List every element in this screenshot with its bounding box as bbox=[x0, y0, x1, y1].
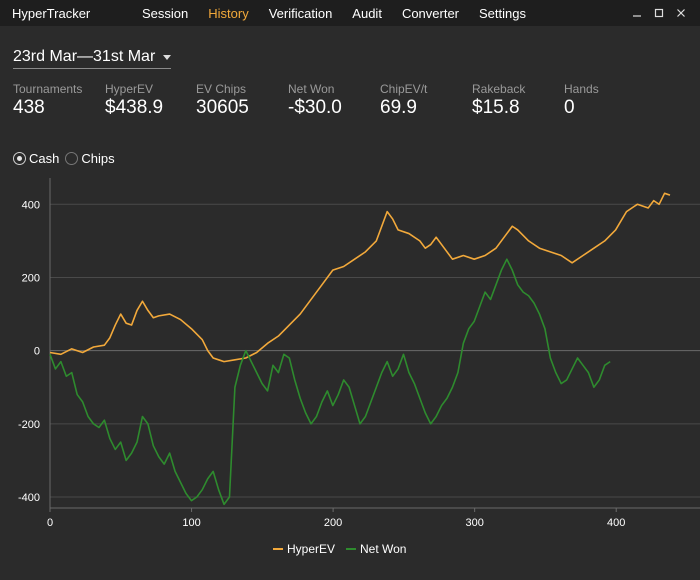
radio-cash[interactable]: Cash bbox=[13, 151, 59, 166]
stat-label: EV Chips bbox=[196, 82, 247, 96]
stat-ev-chips: EV Chips 30605 bbox=[196, 82, 249, 119]
radio-button-unchecked[interactable] bbox=[65, 152, 79, 165]
date-range-label: 23rd Mar—31st Mar bbox=[13, 48, 156, 65]
mode-radio-group: Cash Chips bbox=[13, 151, 121, 166]
stat-rakeback: Rakeback $15.8 bbox=[472, 82, 525, 119]
maximize-button[interactable] bbox=[648, 2, 670, 24]
nav-history[interactable]: History bbox=[208, 5, 249, 21]
app-title: HyperTracker bbox=[12, 5, 91, 21]
stat-tournaments: Tournaments 438 bbox=[13, 82, 82, 119]
main-nav: Session History Verification Audit Conve… bbox=[142, 0, 546, 26]
minimize-icon bbox=[633, 15, 641, 17]
series-line-hyperev bbox=[49, 192, 671, 363]
nav-verification[interactable]: Verification bbox=[268, 5, 333, 21]
close-icon bbox=[677, 9, 685, 17]
stat-label: Hands bbox=[564, 82, 599, 96]
stat-value: -$30.0 bbox=[288, 97, 342, 118]
maximize-icon bbox=[654, 8, 664, 18]
stat-label: HyperEV bbox=[105, 82, 154, 96]
radio-label: Chips bbox=[81, 151, 115, 166]
stat-chipev-per-tournament: ChipEV/t 69.9 bbox=[380, 82, 427, 119]
nav-session[interactable]: Session bbox=[142, 5, 189, 21]
history-chart: -400 -200 0 200 400 0 100 200 300 400 HyperEV Net W… bbox=[18, 178, 700, 556]
legend-label: HyperEV bbox=[287, 542, 335, 556]
nav-settings[interactable]: Settings bbox=[479, 5, 526, 21]
stat-label: Tournaments bbox=[13, 82, 83, 96]
series-line-net-won bbox=[49, 258, 611, 506]
stat-value: 69.9 bbox=[380, 97, 417, 118]
close-button[interactable] bbox=[670, 2, 692, 24]
y-tick-label: 400 bbox=[22, 199, 40, 211]
stat-hands: Hands 0 bbox=[564, 82, 599, 119]
window-controls bbox=[626, 0, 692, 26]
y-tick-label: -400 bbox=[18, 492, 40, 504]
y-tick-label: -200 bbox=[18, 419, 40, 431]
stat-label: Rakeback bbox=[472, 82, 526, 96]
x-tick-label: 100 bbox=[182, 517, 200, 529]
minimize-button[interactable] bbox=[626, 2, 648, 24]
stat-label: Net Won bbox=[288, 82, 335, 96]
date-range-dropdown[interactable]: 23rd Mar—31st Mar bbox=[13, 48, 172, 69]
x-tick-label: 200 bbox=[324, 517, 342, 529]
radio-button-checked[interactable] bbox=[13, 152, 26, 165]
nav-converter[interactable]: Converter bbox=[401, 5, 460, 21]
radio-chips[interactable]: Chips bbox=[65, 151, 115, 166]
stat-label: ChipEV/t bbox=[380, 82, 428, 96]
stat-value: 0 bbox=[564, 97, 575, 118]
legend-label: Net Won bbox=[360, 542, 406, 556]
stat-net-won: Net Won -$30.0 bbox=[288, 82, 342, 119]
x-tick-label: 300 bbox=[465, 517, 483, 529]
stat-hyperev: HyperEV $438.9 bbox=[105, 82, 163, 119]
x-tick-label: 0 bbox=[47, 517, 53, 529]
titlebar: HyperTracker Session History Verificatio… bbox=[0, 0, 700, 26]
y-tick-label: 200 bbox=[22, 272, 40, 284]
stat-value: $15.8 bbox=[472, 97, 520, 118]
chevron-down-icon bbox=[163, 54, 172, 60]
stat-value: 30605 bbox=[196, 97, 249, 118]
x-tick-label: 400 bbox=[607, 517, 625, 529]
nav-audit[interactable]: Audit bbox=[352, 5, 382, 21]
stat-value: $438.9 bbox=[105, 97, 164, 118]
stat-value: 438 bbox=[13, 97, 45, 118]
radio-label: Cash bbox=[29, 151, 60, 166]
y-tick-label: 0 bbox=[34, 346, 40, 358]
